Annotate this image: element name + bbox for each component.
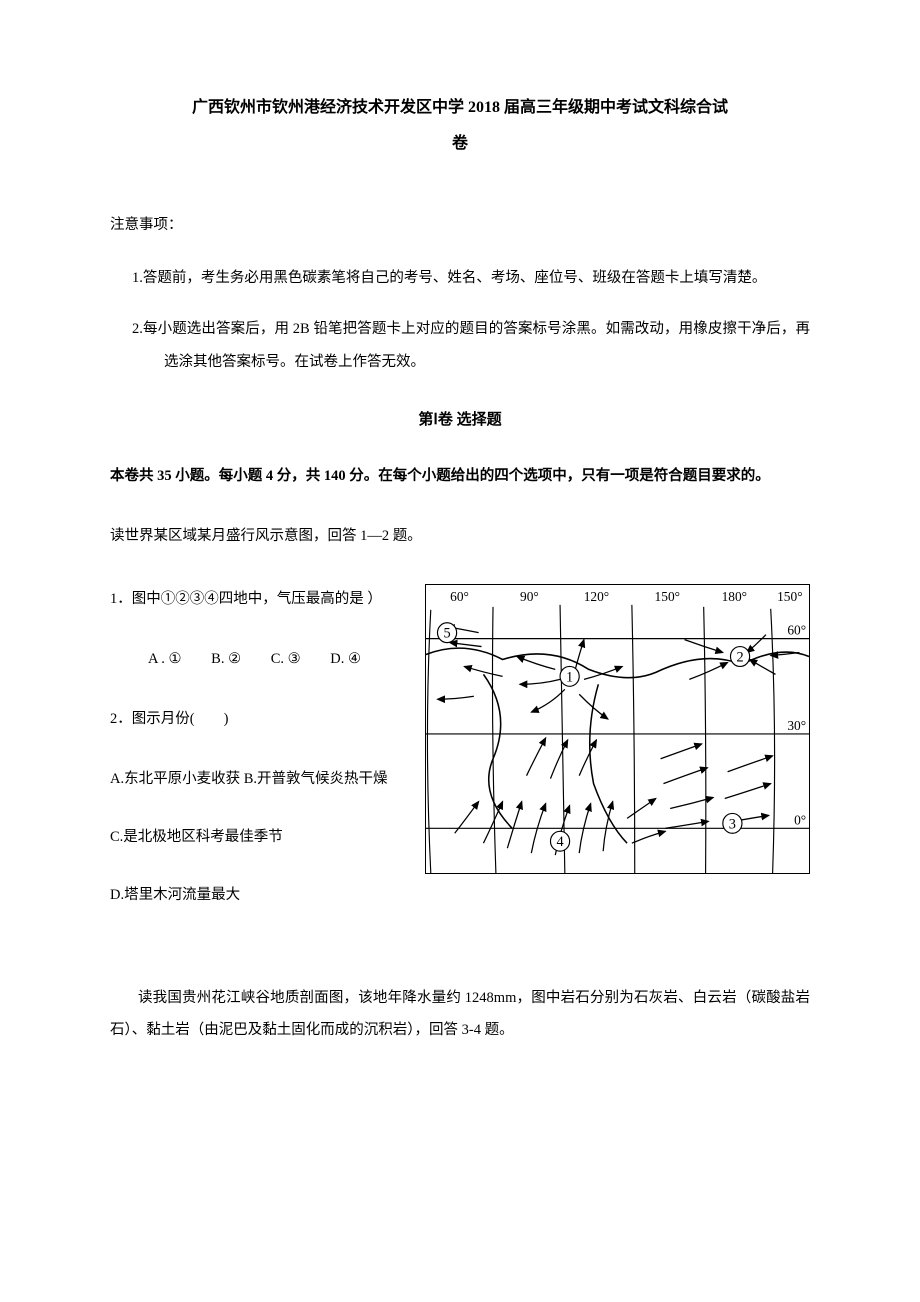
svg-text:5: 5 [443, 626, 450, 642]
passage1-intro: 读世界某区域某月盛行风示意图，回答 1—2 题。 [110, 521, 810, 553]
q1-stem: 1．图中①②③④四地中，气压最高的是 ） [110, 584, 415, 616]
q2-options-ab: A.东北平原小麦收获 B.开普敦气候炎热干燥 [110, 764, 415, 796]
q2-option-c: C.是北极地区科考最佳季节 [110, 822, 415, 854]
wind-map-diagram: 1 2 3 4 5 60° 90° 120° 150° 180° 150° [425, 584, 810, 874]
svg-text:2: 2 [736, 650, 743, 666]
note-item-2: 2.每小题选出答案后，用 2B 铅笔把答题卡上对应的题目的答案标号涂黑。如需改动… [110, 313, 810, 380]
map-column: 1 2 3 4 5 60° 90° 120° 150° 180° 150° [425, 584, 810, 937]
lon-90: 90° [520, 589, 539, 604]
lon-150: 150° [655, 589, 680, 604]
lon-150b: 150° [777, 589, 802, 604]
q1-options: A . ① B. ② C. ③ D. ④ [110, 644, 415, 676]
q2-option-b: B.开普敦气候炎热干燥 [244, 771, 388, 787]
exam-title-line2: 卷 [110, 129, 810, 153]
main-instruction: 本卷共 35 小题。每小题 4 分，共 140 分。在每个小题给出的四个选项中，… [110, 461, 810, 493]
section-header: 第Ⅰ卷 选择题 [110, 408, 810, 429]
q2-option-a: A.东北平原小麦收获 [110, 771, 240, 787]
lon-60: 60° [450, 589, 469, 604]
exam-title-line1: 广西钦州市钦州港经济技术开发区中学 2018 届高三年级期中考试文科综合试 [110, 95, 810, 121]
q1-option-a: A . ① [148, 651, 182, 667]
svg-text:1: 1 [566, 670, 573, 686]
question-column: 1．图中①②③④四地中，气压最高的是 ） A . ① B. ② C. ③ D. … [110, 584, 415, 937]
lon-120: 120° [584, 589, 609, 604]
q2-stem: 2．图示月份( ) [110, 704, 415, 736]
svg-text:4: 4 [556, 834, 564, 850]
q2-option-d: D.塔里木河流量最大 [110, 880, 415, 912]
note-item-1: 1.答题前，考生务必用黑色碳素笔将自己的考号、姓名、考场、座位号、班级在答题卡上… [110, 262, 810, 295]
lon-180: 180° [722, 589, 747, 604]
lat-0: 0° [794, 813, 806, 828]
lat-60: 60° [787, 623, 806, 638]
question-map-row: 1．图中①②③④四地中，气压最高的是 ） A . ① B. ② C. ③ D. … [110, 584, 810, 937]
lat-30: 30° [787, 718, 806, 733]
q1-option-b: B. ② [211, 651, 241, 667]
passage2-intro: 读我国贵州花江峡谷地质剖面图，该地年降水量约 1248mm，图中岩石分别为石灰岩… [110, 983, 810, 1047]
svg-text:3: 3 [729, 816, 736, 832]
q1-option-c: C. ③ [271, 651, 301, 667]
q1-option-d: D. ④ [330, 651, 361, 667]
notes-header: 注意事项： [110, 213, 810, 234]
